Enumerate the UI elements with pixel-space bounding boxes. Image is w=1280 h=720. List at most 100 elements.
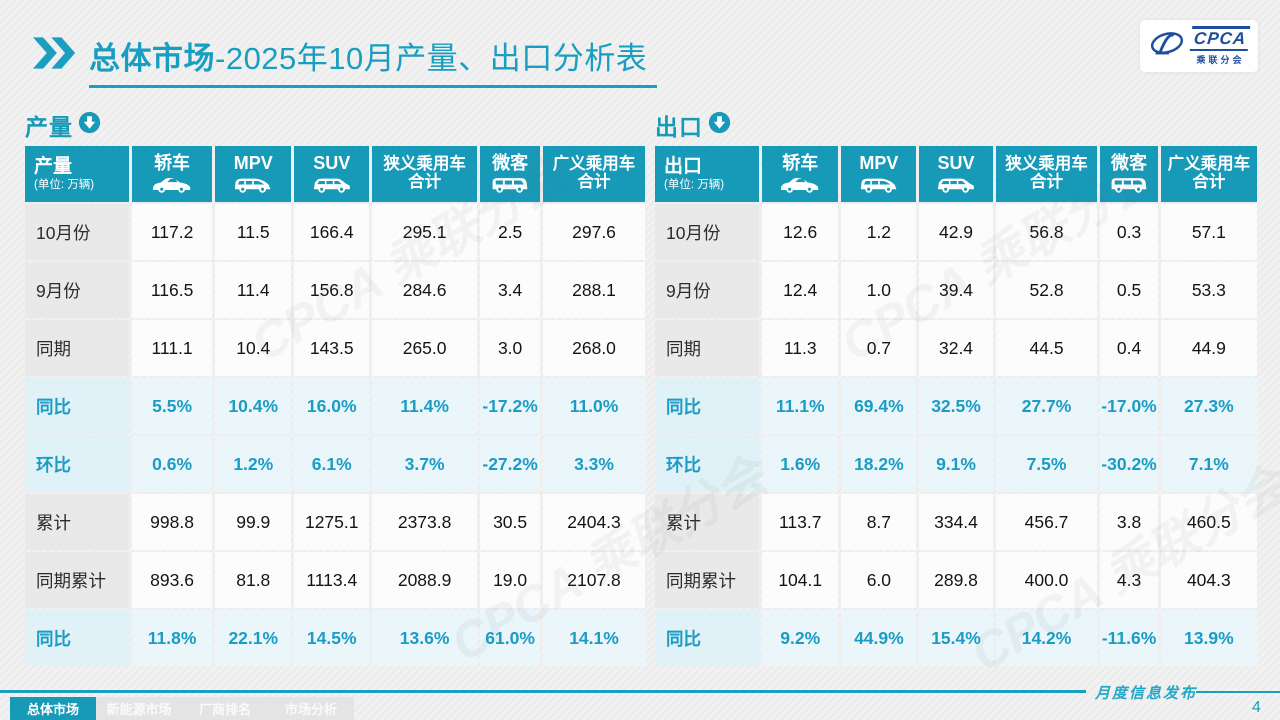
column-header-line: 合计 bbox=[408, 173, 442, 191]
data-cell: 61.0% bbox=[480, 610, 541, 666]
column-header-line: 合计 bbox=[1030, 173, 1064, 191]
data-cell: 156.8 bbox=[294, 262, 370, 318]
down-arrow-circle-icon bbox=[78, 111, 101, 139]
column-header: 轿车 bbox=[132, 146, 213, 202]
column-header-label: 微客 bbox=[492, 152, 529, 173]
data-cell: 117.2 bbox=[132, 204, 213, 260]
column-header-label: 轿车 bbox=[154, 152, 191, 173]
footer-tab[interactable]: 厂商排名 bbox=[182, 697, 268, 720]
data-cell: 11.1% bbox=[762, 378, 839, 434]
row-label: 10月份 bbox=[25, 204, 129, 260]
page-number: 4 bbox=[1252, 699, 1261, 716]
data-cell: 1.6% bbox=[762, 436, 839, 492]
column-header: 微客 bbox=[1100, 146, 1158, 202]
data-cell: 19.0 bbox=[480, 552, 541, 608]
export-corner-header: 出口 (单位: 万辆) bbox=[655, 146, 759, 202]
footer-tab[interactable]: 总体市场 bbox=[10, 697, 96, 720]
data-cell: 334.4 bbox=[919, 494, 993, 550]
corner-header-label: 产量 bbox=[34, 156, 73, 178]
data-cell: 2404.3 bbox=[543, 494, 645, 550]
data-cell: 456.7 bbox=[995, 494, 1098, 550]
data-cell: 1275.1 bbox=[294, 494, 370, 550]
data-cell: 113.7 bbox=[762, 494, 839, 550]
data-cell: 12.4 bbox=[762, 262, 839, 318]
data-cell: 143.5 bbox=[294, 320, 370, 376]
data-cell: 7.1% bbox=[1160, 436, 1257, 492]
row-label: 同期累计 bbox=[655, 552, 759, 608]
column-header-line: 合计 bbox=[577, 173, 611, 191]
data-cell: 16.0% bbox=[294, 378, 370, 434]
suv-icon bbox=[935, 175, 977, 194]
data-cell: 44.5 bbox=[995, 320, 1098, 376]
page-header: 总体市场-2025年10月产量、出口分析表 bbox=[33, 33, 658, 88]
data-cell: 1.2% bbox=[215, 436, 292, 492]
sedan-icon bbox=[779, 175, 821, 194]
data-cell: 11.4 bbox=[215, 262, 292, 318]
row-label: 同比 bbox=[25, 378, 129, 434]
production-section: 产量 产量 (单位: 万辆) 轿车 MPV SUV 狭义乘用车 合计 微客 广义乘用车 合计 10月… bbox=[25, 110, 645, 666]
corner-header-unit: (单位: 万辆) bbox=[34, 178, 95, 191]
data-cell: 42.9 bbox=[919, 204, 993, 260]
row-label: 累计 bbox=[25, 494, 129, 550]
data-cell: -11.6% bbox=[1100, 610, 1158, 666]
data-cell: 7.5% bbox=[995, 436, 1098, 492]
data-cell: 1.2 bbox=[841, 204, 917, 260]
data-cell: 30.5 bbox=[480, 494, 541, 550]
column-header: 狭义乘用车 合计 bbox=[995, 146, 1098, 202]
column-header: 广义乘用车 合计 bbox=[1160, 146, 1257, 202]
data-cell: 2373.8 bbox=[372, 494, 478, 550]
data-cell: 32.4 bbox=[919, 320, 993, 376]
down-arrow-circle-icon bbox=[708, 111, 731, 139]
column-header: 广义乘用车 合计 bbox=[543, 146, 645, 202]
data-cell: 13.6% bbox=[372, 610, 478, 666]
page-title-rest: -2025年10月产量、出口分析表 bbox=[215, 41, 648, 76]
column-header-line: 广义乘用车 bbox=[552, 155, 636, 174]
microvan-icon bbox=[1108, 175, 1150, 194]
row-label: 同比 bbox=[655, 610, 759, 666]
data-cell: 0.3 bbox=[1100, 204, 1158, 260]
data-cell: 9.1% bbox=[919, 436, 993, 492]
data-cell: 289.8 bbox=[919, 552, 993, 608]
data-cell: 27.3% bbox=[1160, 378, 1257, 434]
data-cell: -17.2% bbox=[480, 378, 541, 434]
production-section-title: 产量 bbox=[25, 110, 645, 140]
footer-rule-right bbox=[1196, 691, 1280, 693]
column-header-label: SUV bbox=[937, 152, 975, 173]
data-cell: 12.6 bbox=[762, 204, 839, 260]
column-header-line: 广义乘用车 bbox=[1167, 155, 1251, 174]
data-cell: 460.5 bbox=[1160, 494, 1257, 550]
data-cell: 57.1 bbox=[1160, 204, 1257, 260]
footer-tab[interactable]: 新能源市场 bbox=[96, 697, 182, 720]
footer-tab[interactable]: 市场分析 bbox=[268, 697, 354, 720]
data-cell: 10.4% bbox=[215, 378, 292, 434]
row-label: 同比 bbox=[25, 610, 129, 666]
data-cell: 22.1% bbox=[215, 610, 292, 666]
cpca-logo: CPCA 乘联分会 bbox=[1140, 20, 1258, 72]
row-label: 环比 bbox=[655, 436, 759, 492]
export-table: 出口 (单位: 万辆) 轿车 MPV SUV 狭义乘用车 合计 微客 广义乘用车 合计 10月份 12… bbox=[655, 146, 1257, 666]
data-cell: 11.0% bbox=[543, 378, 645, 434]
data-cell: 32.5% bbox=[919, 378, 993, 434]
data-cell: 11.8% bbox=[132, 610, 213, 666]
data-cell: 9.2% bbox=[762, 610, 839, 666]
column-header-label: 轿车 bbox=[782, 152, 819, 173]
column-header: MPV bbox=[841, 146, 917, 202]
column-header-label: 微客 bbox=[1111, 152, 1148, 173]
data-cell: 2088.9 bbox=[372, 552, 478, 608]
data-cell: 404.3 bbox=[1160, 552, 1257, 608]
data-cell: 13.9% bbox=[1160, 610, 1257, 666]
data-cell: 268.0 bbox=[543, 320, 645, 376]
suv-icon bbox=[311, 175, 353, 194]
column-header: 狭义乘用车 合计 bbox=[372, 146, 478, 202]
corner-header-label: 出口 bbox=[664, 156, 703, 178]
data-cell: -27.2% bbox=[480, 436, 541, 492]
cpca-ellipse-icon bbox=[1148, 28, 1186, 65]
data-cell: 18.2% bbox=[841, 436, 917, 492]
data-cell: 2107.8 bbox=[543, 552, 645, 608]
column-header-line: 狭义乘用车 bbox=[383, 155, 466, 174]
data-cell: 265.0 bbox=[372, 320, 478, 376]
export-section-label: 出口 bbox=[655, 114, 703, 140]
microvan-icon bbox=[489, 175, 531, 194]
column-header-label: SUV bbox=[313, 152, 351, 173]
data-cell: 0.6% bbox=[132, 436, 213, 492]
